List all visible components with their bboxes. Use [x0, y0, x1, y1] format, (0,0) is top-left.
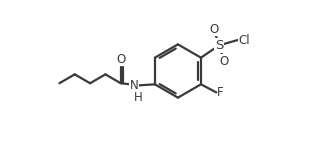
Text: H: H — [134, 91, 143, 104]
Text: F: F — [217, 86, 224, 99]
Text: Cl: Cl — [239, 34, 250, 46]
Text: O: O — [220, 55, 229, 68]
Text: S: S — [215, 39, 223, 52]
Text: N: N — [130, 79, 139, 92]
Text: O: O — [209, 23, 218, 36]
Text: O: O — [116, 53, 126, 66]
